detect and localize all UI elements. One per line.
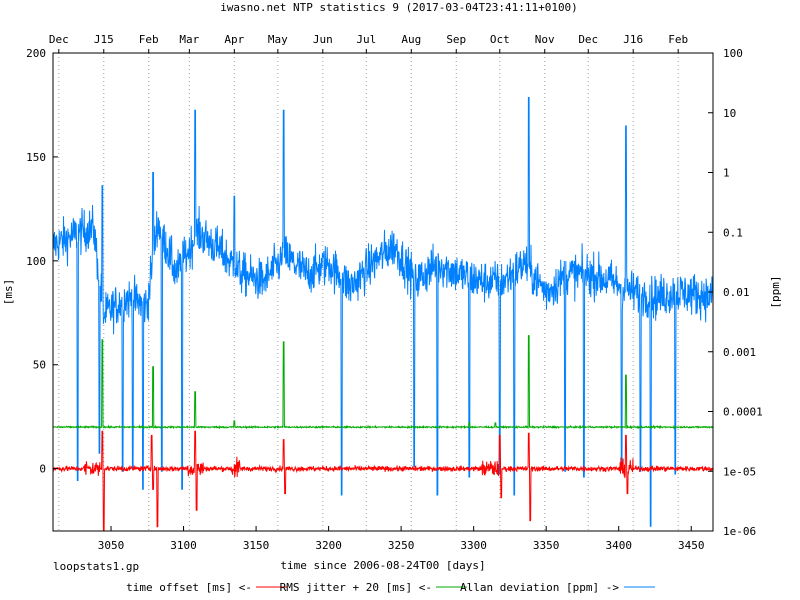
- month-tick-label: Apr: [224, 33, 244, 46]
- x-tick-label: 3350: [533, 539, 560, 552]
- x-tick-label: 3150: [243, 539, 270, 552]
- x-tick-label: 3400: [605, 539, 632, 552]
- y-left-tick-label: 100: [26, 255, 46, 268]
- month-tick-label: Dec: [578, 33, 598, 46]
- y-left-tick-label: 200: [26, 47, 46, 60]
- grid-lines: [58, 53, 679, 531]
- y-axis-right-label: [ppm]: [769, 275, 782, 308]
- plot-area: [52, 97, 714, 532]
- month-tick-label: J16: [623, 33, 643, 46]
- y-right-tick-label: 100: [723, 47, 743, 60]
- x-axis-label: time since 2006-08-24T00 [days]: [280, 559, 485, 572]
- x-tick-label: 3050: [98, 539, 125, 552]
- x-tick-label: 3250: [388, 539, 415, 552]
- legend-label: RMS jitter + 20 [ms] <-: [280, 581, 432, 594]
- x-axis: 3050 3100 3150 3200 3250 3300 3350 3400 3450: [98, 526, 705, 552]
- month-tick-label: Nov: [535, 33, 555, 46]
- series-allan-deviation-line: [52, 97, 714, 527]
- month-tick-label: J15: [94, 33, 114, 46]
- month-axis: Dec J15 Feb Mar Apr May Jun Jul Aug Sep Oct Nov Dec J…: [49, 33, 688, 53]
- y-right-tick-label: 10: [723, 107, 736, 120]
- month-tick-label: Sep: [446, 33, 466, 46]
- footer-label: loopstats1.gp: [53, 560, 139, 573]
- month-tick-label: Jul: [356, 33, 376, 46]
- series-rms-jitter-line: [52, 335, 714, 430]
- y-right-tick-label: 0.001: [723, 346, 756, 359]
- y-right-tick-label: 1e-06: [723, 525, 756, 538]
- month-tick-label: Aug: [401, 33, 421, 46]
- month-tick-label: Mar: [179, 33, 199, 46]
- month-tick-label: Feb: [668, 33, 688, 46]
- y-left-tick-label: 0: [39, 463, 46, 476]
- legend-label: time offset [ms] <-: [126, 581, 252, 594]
- y-left-tick-label: 150: [26, 151, 46, 164]
- y-axis-right: 1e-06 1e-05 0.0001 0.001 0.01 0.1 1 10 100: [708, 47, 763, 538]
- y-right-tick-label: 0.1: [723, 226, 743, 239]
- x-tick-label: 3450: [678, 539, 705, 552]
- y-right-tick-label: 0.0001: [723, 406, 763, 419]
- month-tick-label: Jun: [313, 33, 333, 46]
- month-tick-label: Dec: [49, 33, 69, 46]
- month-tick-label: May: [268, 33, 288, 46]
- y-left-tick-label: 50: [33, 359, 46, 372]
- x-tick-label: 3100: [170, 539, 197, 552]
- legend: time offset [ms] <- RMS jitter + 20 [ms] …: [126, 581, 655, 594]
- y-axis-left: 0 50 100 150 200: [26, 47, 58, 476]
- y-right-tick-label: 1: [723, 167, 730, 180]
- legend-label: Allan deviation [ppm] ->: [460, 581, 619, 594]
- month-tick-label: Oct: [490, 33, 510, 46]
- y-axis-left-label: [ms]: [2, 279, 15, 306]
- chart-title: iwasno.net NTP statistics 9 (2017-03-04T…: [220, 1, 578, 14]
- month-tick-label: Feb: [139, 33, 159, 46]
- x-tick-label: 3300: [460, 539, 487, 552]
- y-right-tick-label: 1e-05: [723, 465, 756, 478]
- y-right-tick-label: 0.01: [723, 286, 750, 299]
- x-tick-label: 3200: [315, 539, 342, 552]
- series-time-offset-line: [52, 430, 714, 532]
